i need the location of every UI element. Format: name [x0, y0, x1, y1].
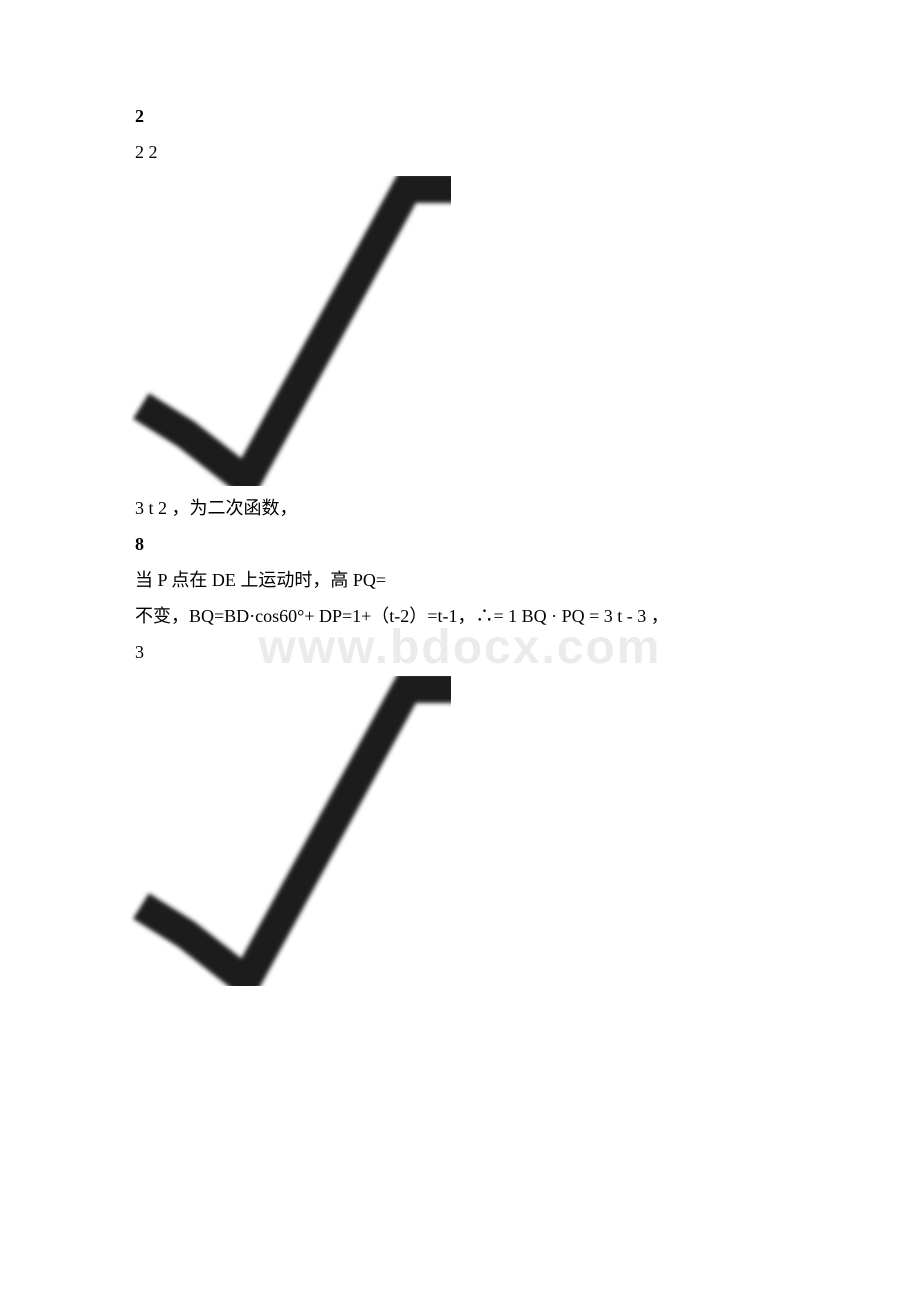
document-page: www.bdocx.com 2 2 2 3 t 2 ，为二次函数， 8 当 P … — [0, 0, 920, 1302]
text-3t2-quadratic: 3 t 2 ，为二次函数， — [135, 492, 785, 524]
radical-icon — [131, 676, 451, 986]
sqrt-symbol-2 — [135, 676, 785, 986]
fragment-number-2: 2 — [135, 100, 785, 132]
text-bq-equation: 不变，BQ=BD·cos60°+ DP=1+（t-2）=t-1，∴= 1 BQ … — [135, 600, 785, 632]
sqrt-symbol-1 — [135, 176, 785, 486]
fragment-2-2: 2 2 — [135, 136, 785, 168]
fragment-number-3: 3 — [135, 636, 785, 668]
text-p-on-de: 当 P 点在 DE 上运动时，高 PQ= — [135, 564, 785, 596]
fragment-number-8: 8 — [135, 528, 785, 560]
radical-icon — [131, 176, 451, 486]
